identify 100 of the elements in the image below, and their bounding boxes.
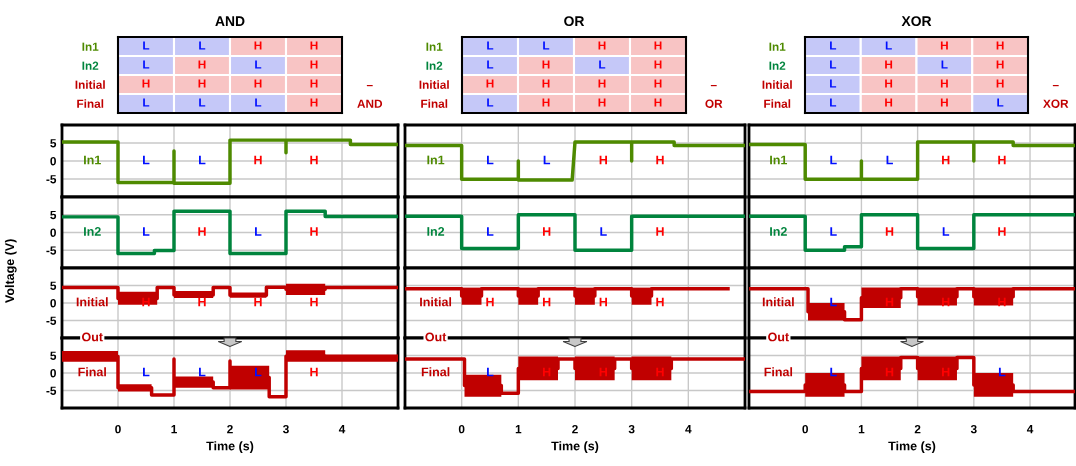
series-label: In2 [84,227,101,236]
annotation: H [942,155,950,165]
annotation: H [198,297,206,307]
text: H [598,98,606,107]
text: H [885,98,893,107]
x-tick-label: 0 [802,424,809,434]
category-label: Initial [762,80,792,89]
text: H [996,60,1004,69]
text: L [487,98,494,107]
category-label: In1 [82,42,99,51]
annotation: H [198,227,206,236]
text: L [143,98,150,107]
x-axis-title: Time (s) [206,441,254,453]
text: H [198,60,206,69]
annotation: L [199,367,206,377]
annotation: L [143,367,150,377]
x-axis-title: Time (s) [551,441,599,453]
text: H [996,79,1004,88]
annotation: L [600,227,607,236]
annotation: H [310,227,318,236]
text: L [255,98,262,107]
series-label: In2 [770,227,787,236]
annotation: H [998,227,1006,236]
x-tick-label: 3 [970,424,977,434]
text: H [310,60,318,69]
annotation: H [599,297,608,307]
text: L [543,41,550,50]
annotation: H [542,367,551,377]
text: L [199,41,206,50]
text: L [143,60,150,69]
x-tick-label: 4 [1026,425,1034,434]
text: L [830,60,837,69]
text: L [199,98,206,107]
category-label: Final [421,99,448,108]
text: H [542,98,550,107]
text: H [885,60,893,69]
category-label: Initial [75,80,105,89]
annotation: H [542,227,551,236]
annotation: H [885,297,894,307]
annotation: L [255,367,262,377]
category-label: XOR [1043,99,1069,108]
annotation: H [542,297,551,307]
annotation: H [656,297,664,307]
category-label: – [1052,85,1059,87]
annotation: Out [768,332,789,342]
x-tick-label: 4 [685,425,692,434]
text: H [654,60,662,69]
annotation: H [486,297,494,307]
category-label: – [710,85,717,87]
category-label: Initial [419,80,449,89]
y-tick-label: -5 [46,246,57,255]
annotation: H [998,155,1006,165]
x-tick-label: 2 [914,424,921,434]
annotation: H [310,155,318,165]
x-tick-label: 4 [338,425,346,434]
text: H [598,41,606,50]
x-tick-label: 1 [858,425,865,434]
category-label: In2 [426,61,443,70]
series-label: Initial [762,297,794,307]
category-label: In2 [769,61,786,70]
text: H [254,79,262,88]
text: H [940,79,948,88]
text: L [487,60,494,69]
category-label: AND [357,99,383,108]
text: H [486,79,494,88]
y-tick-label: 5 [50,281,57,290]
series-label: Final [764,367,793,377]
annotation: L [487,155,494,165]
text: L [885,41,892,50]
category-label: OR [705,99,723,108]
annotation: Out [81,332,103,342]
text: L [255,60,262,69]
category-label: Final [77,99,104,108]
annotation: L [543,155,551,165]
text: H [254,41,262,50]
category-label: In1 [426,42,443,51]
text: L [830,41,837,50]
y-axis-title: Voltage (V) [4,239,17,303]
y-tick-label: -5 [46,316,57,325]
text: AND [215,16,245,26]
text: L [941,60,948,69]
series-label: In2 [427,227,445,236]
annotation: H [599,155,608,165]
annotation: L [886,155,893,165]
text: H [996,41,1004,50]
text: H [310,79,318,88]
annotation: H [885,367,894,377]
y-tick-label: 5 [50,351,57,360]
series-label: Initial [420,297,452,307]
annotation: L [942,227,950,236]
line-series [62,209,398,256]
annotation: H [998,297,1006,307]
text: H [542,60,550,69]
text: H [310,41,318,50]
line-series [62,138,398,186]
annotation: H [254,155,262,165]
text: H [940,98,948,107]
annotation: L [487,227,494,236]
category-label: Final [764,99,791,108]
annotation: H [942,297,950,307]
